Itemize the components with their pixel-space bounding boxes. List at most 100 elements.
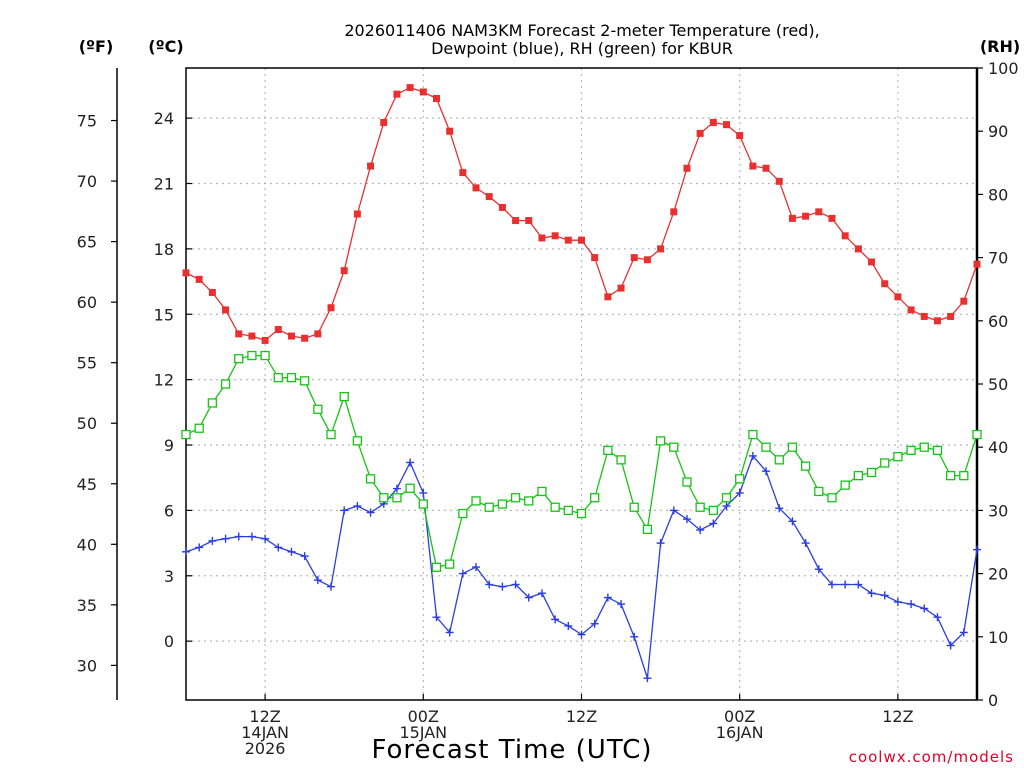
dewpoint-point — [603, 593, 612, 602]
dewpoint-point — [234, 532, 243, 541]
dewpoint-point — [854, 580, 863, 589]
celsius-tick-label: 21 — [154, 175, 174, 194]
dewpoint-point — [221, 534, 230, 543]
dewpoint-point — [959, 628, 968, 637]
dewpoint-point — [841, 580, 850, 589]
dewpoint-point — [208, 536, 217, 545]
rh-point — [207, 398, 218, 408]
dewpoint-point — [247, 532, 256, 541]
dewpoint-point — [287, 547, 296, 556]
dewpoint-point — [590, 619, 599, 628]
dewpoint-point — [762, 467, 771, 476]
temperature-point — [841, 232, 849, 240]
rh-point — [761, 442, 771, 452]
dewpoint-point — [709, 519, 718, 528]
dewpoint-point — [406, 458, 415, 467]
rh-tick-label: 80 — [988, 185, 1008, 204]
rh-point — [774, 455, 784, 465]
temperature-point — [287, 332, 295, 340]
rh-point — [787, 442, 798, 452]
temperature-point — [591, 254, 599, 262]
rh-point — [827, 493, 837, 503]
rh-point — [286, 373, 297, 383]
rh-point — [510, 493, 521, 503]
temperature-point — [367, 162, 375, 170]
rh-tick-label: 60 — [988, 312, 1008, 331]
dewpoint-point — [920, 604, 929, 613]
fahrenheit-tick-label: 40 — [77, 535, 97, 554]
celsius-unit-label: (ºC) — [148, 37, 183, 56]
dewpoint-point — [630, 632, 639, 641]
rh-point — [629, 502, 639, 512]
dewpoint-point — [182, 547, 190, 556]
dewpoint-point — [669, 506, 678, 515]
rh-point — [273, 373, 283, 383]
temperature-point — [947, 312, 955, 320]
rh-point — [655, 436, 666, 446]
dewpoint-point — [722, 502, 731, 511]
dewpoint-point — [788, 517, 797, 526]
temperature-point — [406, 84, 414, 92]
temperature-point — [762, 164, 770, 172]
temperature-point — [960, 297, 968, 305]
dewpoint-point — [827, 580, 836, 589]
rh-tick-label: 20 — [988, 565, 1008, 584]
x-tick-label: 12Z — [566, 707, 597, 726]
dewpoint-point — [893, 597, 902, 606]
celsius-tick-label: 12 — [154, 371, 174, 390]
rh-point — [959, 470, 969, 481]
rh-point — [299, 376, 310, 386]
rh-point — [893, 452, 903, 462]
rh-point — [181, 429, 191, 440]
temperature-point — [327, 304, 335, 312]
dewpoint-point — [933, 613, 942, 622]
temperature-point — [973, 260, 981, 268]
fahrenheit-tick-label: 50 — [77, 414, 97, 433]
temperature-point — [788, 214, 796, 222]
dewpoint-point — [537, 589, 546, 598]
rh-point — [590, 493, 600, 503]
temperature-point — [683, 164, 691, 172]
temperature-point — [472, 184, 480, 192]
temperature-point — [657, 245, 665, 253]
rh-point — [339, 391, 349, 402]
temperature-point — [485, 193, 493, 201]
dewpoint-point — [327, 582, 336, 591]
temperature-point — [235, 330, 243, 338]
dewpoint-point — [867, 589, 876, 598]
rh-point — [669, 442, 679, 452]
tick-labels: 0 3 6 9 12 15 18 21 24 30 35 40 45 50 55 60 65 70 75 0 10 20 3… — [77, 59, 1019, 758]
fahrenheit-tick-label: 45 — [77, 475, 97, 494]
dewpoint-point — [656, 539, 665, 548]
dewpoint-point — [880, 591, 889, 600]
temperature-point — [525, 217, 533, 225]
celsius-tick-label: 9 — [164, 436, 174, 455]
rh-point — [945, 470, 956, 481]
x-tick-label: 12Z — [249, 707, 280, 726]
x-tick-label: 14JAN — [241, 723, 289, 742]
dewpoint-point — [458, 569, 467, 578]
fahrenheit-tick-label: 65 — [77, 233, 97, 252]
dewpoint-point — [274, 543, 283, 552]
chart-title-line2: Dewpoint (blue), RH (green) for KBUR — [431, 39, 733, 58]
rh-point — [616, 455, 626, 465]
rh-tick-label: 90 — [988, 122, 1008, 141]
rh-point — [880, 458, 890, 468]
rh-point — [682, 477, 692, 487]
rh-point — [972, 429, 982, 440]
dewpoint-point — [419, 488, 428, 497]
rh-point — [695, 502, 705, 512]
rh-tick-label: 0 — [988, 691, 998, 710]
dewpoint-point — [973, 545, 981, 554]
rh-point — [365, 474, 376, 484]
temperature-point — [907, 306, 915, 314]
celsius-tick-label: 0 — [164, 632, 174, 651]
x-tick-label: 00Z — [408, 707, 439, 726]
dewpoint-point — [511, 580, 520, 589]
temperature-point — [920, 312, 928, 320]
rh-point — [550, 502, 560, 512]
celsius-tick-label: 3 — [164, 567, 174, 586]
temperature-point — [828, 214, 836, 222]
dewpoint-point — [261, 534, 270, 543]
